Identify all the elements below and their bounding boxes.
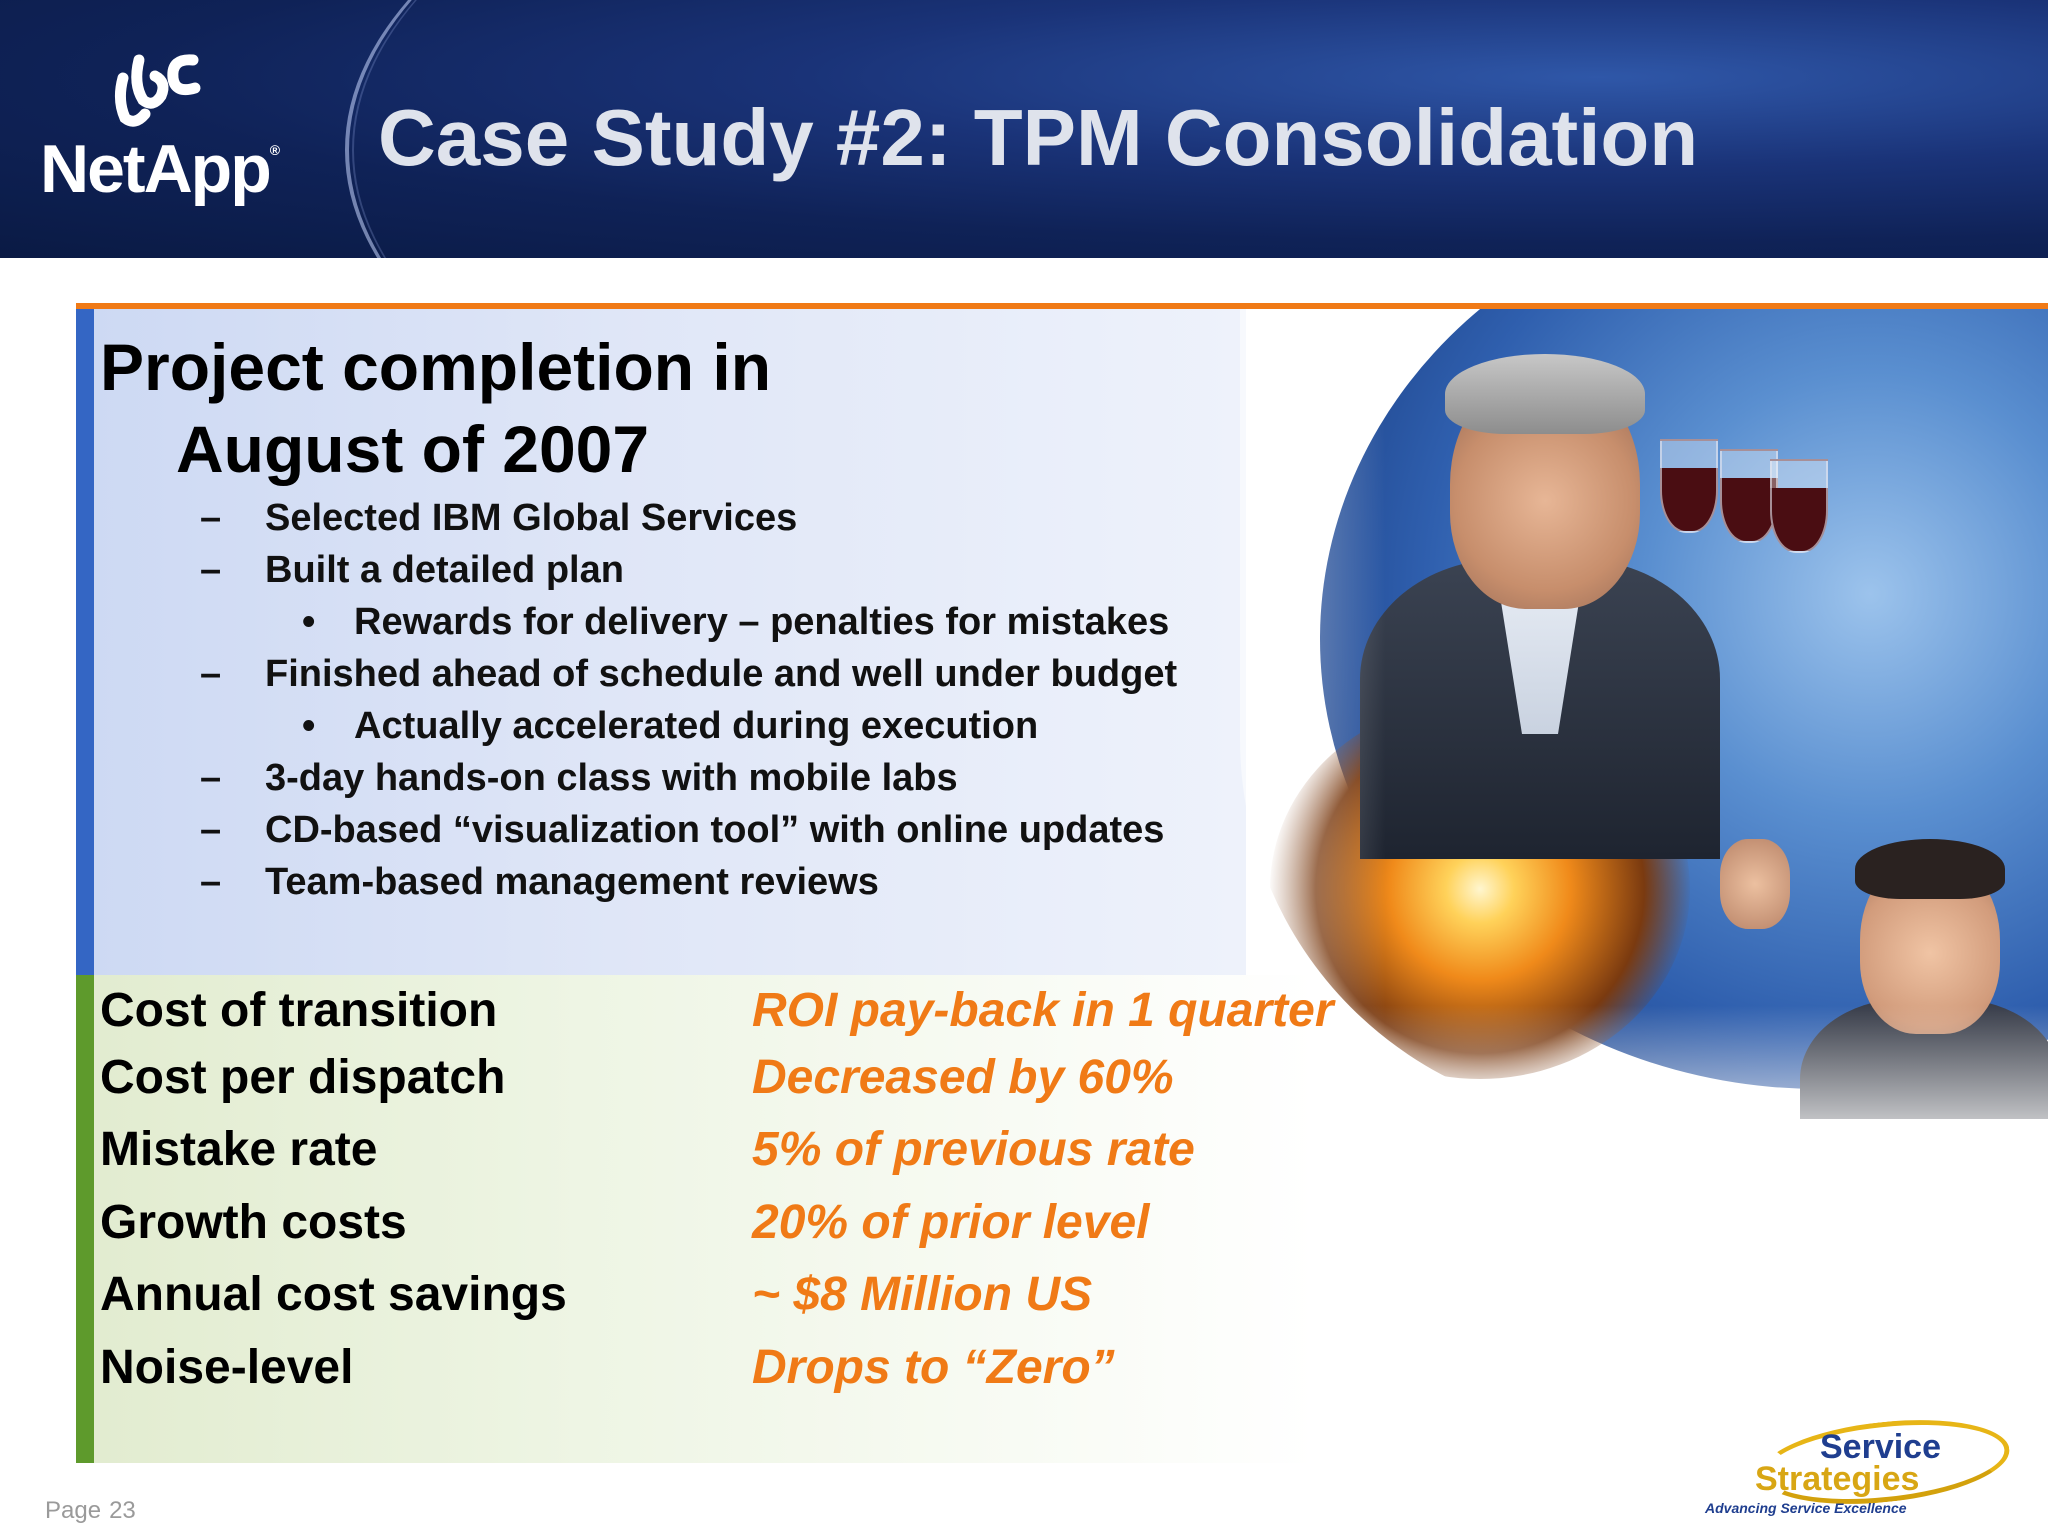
dash-marker: –: [200, 861, 222, 903]
metric-label-annual-cost-savings: Annual cost savings: [100, 1268, 567, 1321]
bullet-text: Built a detailed plan: [265, 549, 624, 591]
bullet-text: Actually accelerated during execution: [354, 705, 1039, 747]
dash-marker: –: [200, 549, 222, 591]
metric-label-cost-per-dispatch: Cost per dispatch: [100, 1051, 506, 1104]
bullet-text: Team-based management reviews: [265, 861, 879, 903]
metric-value-noise-level: Drops to “Zero”: [752, 1341, 1115, 1394]
slide-header: NetApp® Case Study #2: TPM Consolidation: [0, 0, 2048, 258]
page-number-value: 23: [109, 1497, 136, 1524]
slide-title: Case Study #2: TPM Consolidation: [378, 93, 1699, 182]
header-arc-inner: [352, 0, 2048, 258]
page-label: Page: [45, 1497, 102, 1524]
bullet-text: Rewards for delivery – penalties for mis…: [354, 601, 1170, 643]
project-heading-line1: Project completion in: [100, 330, 772, 404]
photo-fade-overlay: [1240, 309, 2048, 1119]
dash-marker: –: [200, 653, 222, 695]
logo-service-text: Service: [1820, 1428, 1941, 1466]
header-arc: [345, 0, 2048, 258]
project-panel: [76, 309, 1246, 975]
bullet-text: 3-day hands-on class with mobile labs: [265, 757, 958, 799]
metric-label-noise-level: Noise-level: [100, 1341, 354, 1394]
metric-value-cost-of-transition: ROI pay-back in 1 quarter: [752, 984, 1334, 1037]
celebration-photo-collage: [1240, 309, 2048, 1119]
orange-divider: [76, 303, 2048, 309]
logo-strategies-text: Strategies: [1755, 1460, 1920, 1498]
metric-value-cost-per-dispatch: Decreased by 60%: [752, 1051, 1174, 1104]
logo-tagline: Advancing Service Excellence: [1705, 1500, 1907, 1516]
netapp-logo-text: NetApp®: [40, 131, 280, 207]
bullet-text: Selected IBM Global Services: [265, 497, 798, 539]
project-heading: Project completion in August of 2007: [100, 326, 1000, 490]
metric-value-mistake-rate: 5% of previous rate: [752, 1123, 1195, 1176]
service-strategies-logo-icon: Service Strategies Advancing Service Exc…: [1700, 1409, 2020, 1520]
metric-label-mistake-rate: Mistake rate: [100, 1123, 378, 1176]
dash-marker: –: [200, 757, 222, 799]
metric-label-cost-of-transition: Cost of transition: [100, 984, 498, 1037]
dot-marker: •: [302, 705, 316, 747]
dash-marker: –: [200, 497, 222, 539]
project-heading-line2: August of 2007: [176, 412, 650, 486]
page-number: Page 23: [45, 1497, 136, 1525]
dash-marker: –: [200, 809, 222, 851]
metrics-panel: [76, 975, 1316, 1463]
netapp-logo-icon: [114, 54, 201, 127]
dot-marker: •: [302, 601, 316, 643]
bullet-text: CD-based “visualization tool” with onlin…: [265, 809, 1165, 851]
metric-value-annual-cost-savings: ~ $8 Million US: [752, 1268, 1093, 1321]
bullet-text: Finished ahead of schedule and well unde…: [265, 653, 1178, 695]
registered-mark: ®: [269, 142, 280, 158]
metric-value-growth-costs: 20% of prior level: [752, 1196, 1150, 1249]
metric-label-growth-costs: Growth costs: [100, 1196, 407, 1249]
